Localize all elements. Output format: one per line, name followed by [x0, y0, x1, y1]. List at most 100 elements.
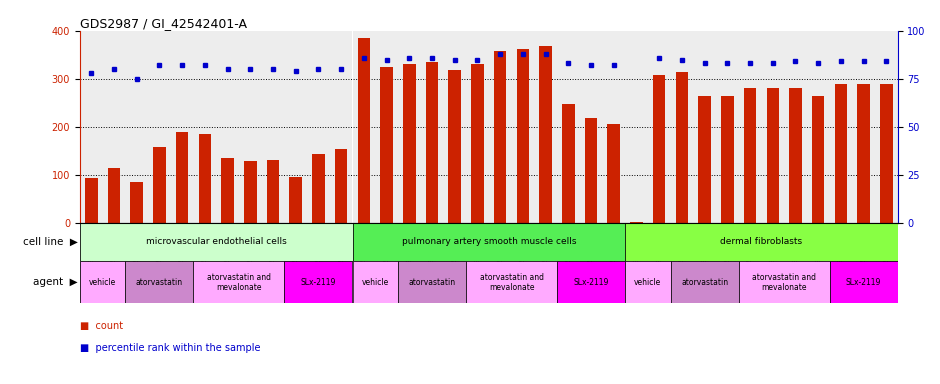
Bar	[398, 31, 420, 223]
Text: microvascular endothelial cells: microvascular endothelial cells	[146, 237, 287, 247]
Bar	[670, 261, 739, 303]
Bar	[80, 261, 125, 303]
Text: GDS2987 / GI_42542401-A: GDS2987 / GI_42542401-A	[80, 17, 247, 30]
Bar	[444, 31, 466, 223]
Text: SLx-2119: SLx-2119	[301, 278, 337, 287]
Text: vehicle: vehicle	[362, 278, 389, 287]
Bar	[131, 182, 143, 223]
Bar	[853, 31, 875, 223]
Bar	[375, 31, 398, 223]
Bar	[829, 31, 853, 223]
Bar	[80, 31, 102, 223]
Bar	[829, 261, 898, 303]
Bar	[607, 124, 620, 223]
Bar	[244, 161, 257, 223]
Bar	[471, 65, 484, 223]
Bar	[221, 158, 234, 223]
Bar	[267, 161, 279, 223]
Text: atorvastatin and
mevalonate: atorvastatin and mevalonate	[479, 273, 543, 292]
Bar	[653, 75, 666, 223]
Bar	[102, 31, 125, 223]
Text: vehicle: vehicle	[634, 278, 662, 287]
Bar	[630, 222, 643, 223]
Bar	[857, 84, 870, 223]
Bar	[540, 46, 552, 223]
Text: ■  percentile rank within the sample: ■ percentile rank within the sample	[80, 343, 260, 353]
Bar	[153, 147, 165, 223]
Text: atorvastatin: atorvastatin	[409, 278, 456, 287]
Text: cell line  ▶: cell line ▶	[23, 237, 78, 247]
Bar	[125, 261, 194, 303]
Bar	[556, 261, 625, 303]
Bar	[239, 31, 261, 223]
Text: atorvastatin: atorvastatin	[136, 278, 183, 287]
Bar	[176, 131, 188, 223]
Bar	[694, 31, 716, 223]
Bar	[352, 261, 398, 303]
Bar	[835, 84, 847, 223]
Bar	[698, 96, 711, 223]
Bar	[784, 31, 807, 223]
Bar	[648, 31, 670, 223]
Bar	[357, 38, 370, 223]
Bar	[312, 154, 324, 223]
Bar	[739, 261, 829, 303]
Bar	[352, 223, 625, 261]
Bar	[330, 31, 352, 223]
Bar	[466, 261, 556, 303]
Bar	[307, 31, 330, 223]
Bar	[534, 31, 556, 223]
Bar	[398, 261, 466, 303]
Text: vehicle: vehicle	[89, 278, 117, 287]
Bar	[875, 31, 898, 223]
Bar	[625, 31, 648, 223]
Bar	[761, 31, 784, 223]
Bar	[448, 70, 461, 223]
Bar	[335, 149, 348, 223]
Text: SLx-2119: SLx-2119	[846, 278, 882, 287]
Bar	[194, 261, 285, 303]
Text: atorvastatin and
mevalonate: atorvastatin and mevalonate	[752, 273, 816, 292]
Bar	[721, 96, 733, 223]
Bar	[790, 88, 802, 223]
Bar	[216, 31, 239, 223]
Bar	[676, 73, 688, 223]
Bar	[198, 134, 212, 223]
Bar	[421, 31, 444, 223]
Bar	[403, 65, 415, 223]
Bar	[381, 67, 393, 223]
Bar	[511, 31, 534, 223]
Text: ■  count: ■ count	[80, 321, 123, 331]
Bar	[585, 118, 597, 223]
Bar	[352, 31, 375, 223]
Bar	[284, 31, 307, 223]
Text: dermal fibroblasts: dermal fibroblasts	[720, 237, 803, 247]
Bar	[562, 104, 574, 223]
Bar	[517, 49, 529, 223]
Text: SLx-2119: SLx-2119	[573, 278, 609, 287]
Bar	[149, 31, 171, 223]
Bar	[194, 31, 216, 223]
Bar	[171, 31, 194, 223]
Bar	[670, 31, 694, 223]
Bar	[807, 31, 829, 223]
Bar	[739, 31, 761, 223]
Bar	[625, 223, 898, 261]
Bar	[603, 31, 625, 223]
Bar	[108, 169, 120, 223]
Bar	[85, 178, 98, 223]
Bar	[716, 31, 739, 223]
Text: atorvastatin and
mevalonate: atorvastatin and mevalonate	[207, 273, 271, 292]
Bar	[125, 31, 149, 223]
Bar	[261, 31, 284, 223]
Bar	[625, 261, 670, 303]
Text: atorvastatin: atorvastatin	[682, 278, 728, 287]
Text: agent  ▶: agent ▶	[33, 277, 78, 287]
Bar	[494, 51, 507, 223]
Text: pulmonary artery smooth muscle cells: pulmonary artery smooth muscle cells	[401, 237, 576, 247]
Bar	[880, 84, 893, 223]
Bar	[80, 223, 352, 261]
Bar	[812, 96, 824, 223]
Bar	[290, 177, 302, 223]
Bar	[426, 62, 438, 223]
